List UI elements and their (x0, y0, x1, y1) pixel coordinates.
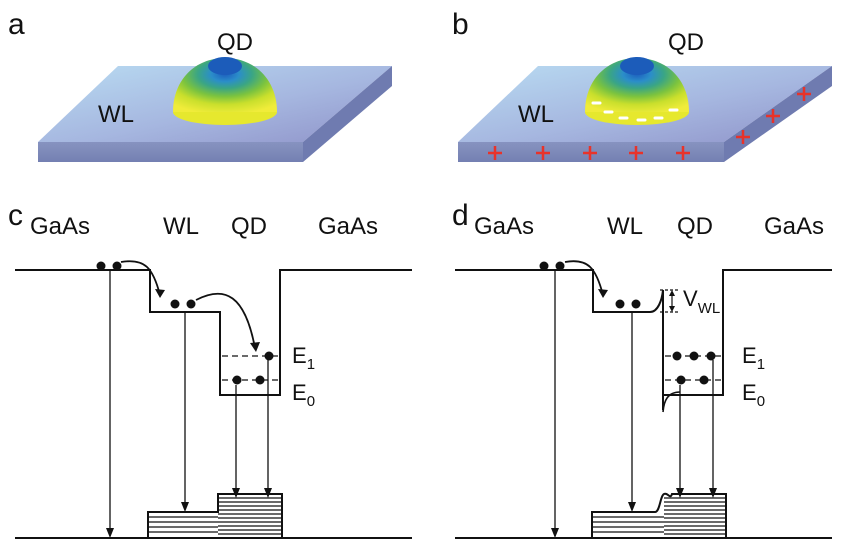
wetting-layer-slab-side (303, 66, 392, 162)
relaxation-arrows (120, 260, 256, 349)
panel-d: d GaAs WL QD GaAs VWL (452, 199, 832, 539)
region-label-qd: QD (231, 213, 267, 240)
vwl-label: VWL (683, 286, 720, 317)
region-label-gaas-right: GaAs (318, 213, 378, 240)
region-label-gaas-left: GaAs (30, 213, 90, 240)
recombination-arrows (109, 270, 269, 532)
e1-label-c: E1 (292, 343, 315, 373)
density-of-states-d (591, 492, 727, 538)
panel-c: c GaAs WL QD GaAs (8, 199, 412, 539)
electron-charges (591, 101, 679, 122)
panel-a: a QD WL (8, 8, 392, 162)
hole-charges (488, 87, 811, 160)
conduction-band-profile (15, 269, 412, 396)
e1-label-d: E1 (742, 343, 765, 373)
carriers (96, 261, 274, 385)
relaxation-arrow (564, 260, 604, 296)
region-label-wl: WL (607, 213, 643, 240)
recombination-arrows (554, 270, 714, 532)
panel-d-label: d (452, 199, 469, 232)
wetting-layer-slab-front (38, 142, 303, 162)
panel-b: b QD WL (452, 8, 832, 162)
panel-a-label: a (8, 8, 25, 41)
conduction-band-profile (455, 269, 832, 410)
region-label-wl: WL (163, 213, 199, 240)
e0-label-c: E0 (292, 380, 315, 410)
quantum-dot-dome (173, 57, 277, 125)
region-label-gaas-left: GaAs (474, 213, 534, 240)
region-label-gaas-right: GaAs (764, 213, 824, 240)
e0-label-d: E0 (742, 380, 765, 410)
density-of-states-c (147, 493, 283, 538)
qd-label-a: QD (217, 29, 253, 56)
panel-c-label: c (8, 199, 23, 232)
carriers (539, 261, 716, 385)
panel-b-label: b (452, 8, 469, 41)
wl-label-b: WL (518, 101, 554, 128)
region-label-qd: QD (677, 213, 713, 240)
band-bending (662, 391, 681, 413)
wl-label-a: WL (98, 101, 134, 128)
qd-label-b: QD (668, 29, 704, 56)
